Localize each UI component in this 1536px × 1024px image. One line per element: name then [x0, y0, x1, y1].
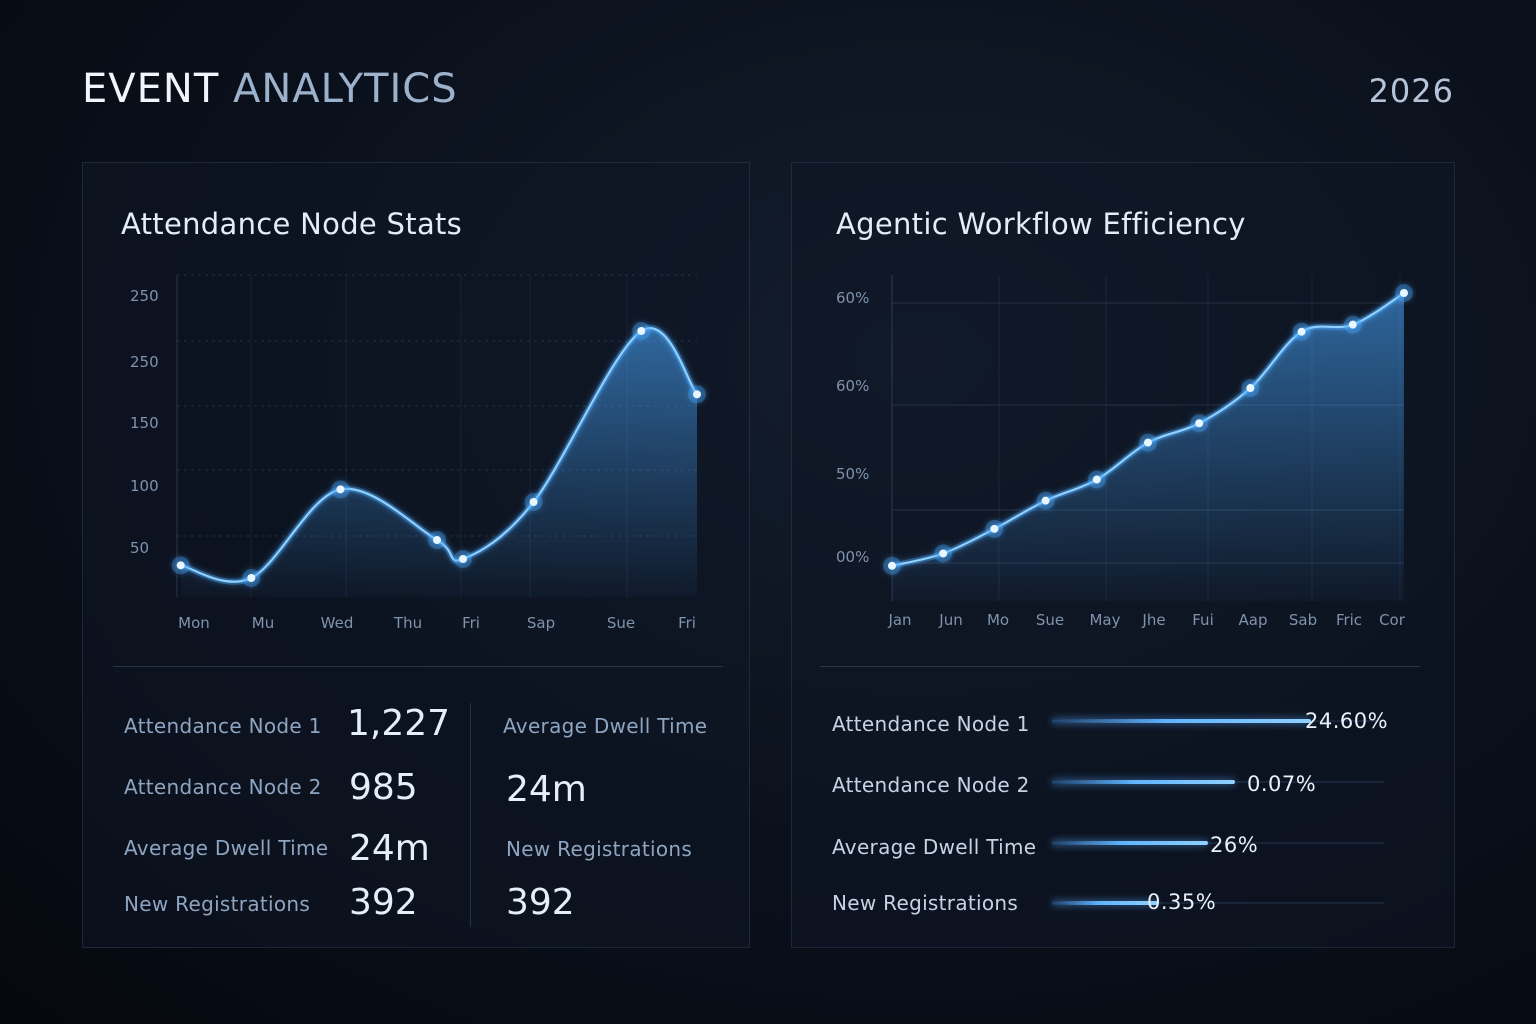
x-tick-label: Sue — [607, 614, 635, 632]
attendance-panel-title: Attendance Node Stats — [121, 207, 463, 241]
x-tick-label: Mon — [178, 614, 210, 632]
efficiency-panel: Agentic Workflow Efficiency 60% 60% 50% 00%… — [791, 162, 1455, 948]
stat2-label-new-registrations: New Registrations — [506, 837, 693, 861]
bar-fill-attendance-node-2 — [1052, 780, 1235, 784]
x-tick-label: Wed — [321, 614, 354, 632]
stat2-value-new-registrations: 392 — [506, 882, 575, 923]
data-point — [1144, 438, 1152, 447]
x-tick-label: Thu — [393, 614, 422, 632]
data-point — [939, 549, 948, 558]
data-point — [1297, 327, 1306, 336]
efficiency-panel-title: Agentic Workflow Efficiency — [836, 207, 1246, 241]
x-tick-label: Mo — [987, 611, 1009, 629]
x-tick-label: Sap — [527, 614, 555, 632]
bar-fill-average-dwell-time — [1052, 841, 1209, 845]
bar-fill-attendance-node-1 — [1052, 719, 1311, 723]
bar-label-average-dwell-time: Average Dwell Time — [832, 835, 1037, 859]
bar-label-attendance-node-2: Attendance Node 2 — [832, 773, 1030, 797]
bar-label-new-registrations: New Registrations — [832, 891, 1019, 915]
y-tick-label: 250 — [130, 353, 159, 371]
attendance-divider — [113, 666, 723, 667]
stat-label-average-dwell-time: Average Dwell Time — [124, 836, 329, 860]
x-tick-label: May — [1089, 611, 1120, 629]
stat2-label-average-dwell-time: Average Dwell Time — [503, 714, 708, 738]
series-area — [180, 328, 697, 597]
stat-label-new-registrations: New Registrations — [124, 892, 311, 916]
data-point — [693, 390, 701, 399]
data-point — [433, 536, 441, 544]
bar-value-average-dwell-time: 26% — [1210, 833, 1259, 857]
stat2-value-average-dwell-time: 24m — [506, 769, 587, 810]
x-tick-label: Sue — [1036, 611, 1064, 629]
efficiency-chart: 60% 60% 50% 00% Jan Jun Mo Sue May Jhe Fui Aap Sab Fr… — [836, 275, 1413, 629]
data-point — [1348, 320, 1357, 329]
x-tick-label: Jan — [887, 611, 911, 629]
bar-track-new-registrations — [1052, 901, 1384, 905]
y-tick-label: 50 — [130, 539, 149, 557]
data-point — [888, 561, 896, 570]
y-tick-label: 150 — [130, 414, 159, 432]
data-point — [1041, 496, 1050, 505]
bar-track-attendance-node-2 — [1052, 780, 1384, 784]
y-tick-label: 250 — [130, 287, 159, 305]
data-point — [459, 555, 467, 563]
title-word-1: EVENT — [82, 66, 220, 112]
bar-value-attendance-node-2: 0.07% — [1247, 772, 1317, 796]
y-tick-label: 100 — [130, 477, 159, 495]
stat-value-average-dwell-time: 24m — [349, 828, 430, 869]
data-point — [529, 498, 538, 506]
data-point — [637, 327, 646, 335]
bar-track-attendance-node-1 — [1052, 719, 1384, 723]
stat-value-new-registrations: 392 — [349, 882, 418, 923]
stat-value-attendance-node-2: 985 — [349, 767, 418, 808]
data-point — [176, 561, 185, 570]
x-tick-label: Fri — [462, 614, 480, 632]
y-tick-label: 50% — [836, 465, 869, 483]
stat-label-attendance-node-1: Attendance Node 1 — [124, 714, 322, 738]
title-word-2: ANALYTICS — [232, 66, 458, 112]
x-tick-label: Cor — [1379, 611, 1406, 629]
bar-value-attendance-node-1: 24.60% — [1305, 709, 1389, 733]
x-tick-label: Fri — [678, 614, 696, 632]
data-point — [336, 485, 345, 494]
data-point — [1246, 384, 1255, 393]
data-point — [1092, 475, 1101, 484]
year-label: 2026 — [1368, 72, 1454, 110]
bar-value-new-registrations: 0.35% — [1147, 890, 1217, 914]
data-point — [1400, 289, 1408, 297]
attendance-chart: 250 250 150 100 50 Mon Mu Wed Thu Fri Sap Sue Fri — [130, 274, 706, 632]
y-tick-label: 00% — [836, 548, 869, 566]
bar-fill-new-registrations — [1052, 901, 1159, 905]
y-tick-label: 60% — [836, 289, 869, 307]
y-tick-label: 60% — [836, 377, 869, 395]
x-tick-label: Jhe — [1141, 611, 1165, 629]
bar-track-average-dwell-time — [1052, 841, 1384, 845]
data-point — [1195, 419, 1204, 428]
x-tick-label: Mu — [252, 614, 274, 632]
efficiency-divider — [820, 666, 1420, 667]
x-tick-label: Sab — [1289, 611, 1317, 629]
x-tick-label: Aap — [1239, 611, 1268, 629]
x-tick-label: Jun — [938, 611, 962, 629]
attendance-panel: Attendance Node Stats 250 250 150 100 50 Mon M… — [82, 162, 750, 948]
data-point — [990, 524, 999, 533]
bar-label-attendance-node-1: Attendance Node 1 — [832, 712, 1030, 736]
stat-value-attendance-node-1: 1,227 — [347, 703, 451, 744]
data-point — [247, 574, 256, 582]
x-tick-label: Fric — [1336, 611, 1362, 629]
stat-label-attendance-node-2: Attendance Node 2 — [124, 775, 322, 799]
page-title: EVENT ANALYTICS — [82, 66, 458, 112]
stats-separator — [470, 703, 471, 927]
x-tick-label: Fui — [1192, 611, 1213, 629]
